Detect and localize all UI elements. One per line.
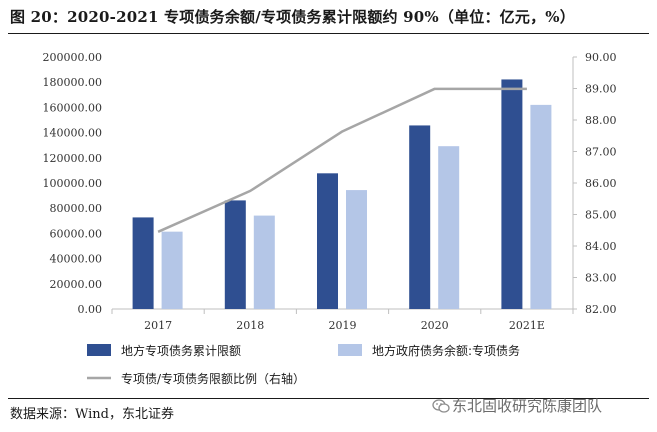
y-right-tick-label: 82.00	[585, 303, 617, 316]
bar-series2-2021E	[530, 104, 552, 309]
bar-series2-2020	[438, 146, 460, 309]
title-divider	[8, 33, 649, 34]
x-tick-label: 2018	[236, 319, 264, 332]
y-left-tick-label: 40000.00	[50, 253, 103, 266]
bar-series1-2019	[317, 173, 338, 309]
y-left-tick-label: 80000.00	[50, 202, 103, 215]
wechat-icon	[432, 399, 450, 413]
y-right-tick-label: 85.00	[585, 209, 617, 222]
y-left-tick-label: 180000.00	[43, 76, 103, 89]
chart-canvas: 0.00 20000.00 40000.00 60000.00 80000.00 1000…	[43, 51, 617, 386]
y-right-tick-label: 90.00	[585, 51, 617, 64]
bar-series2-2018	[253, 215, 275, 309]
footer-divider	[8, 398, 649, 399]
chart-axes: 0.00 20000.00 40000.00 60000.00 80000.00 1000…	[43, 51, 617, 332]
y-left-tick-label: 120000.00	[43, 152, 103, 165]
source-note: 数据来源：Wind，东北证券	[10, 407, 174, 422]
legend-swatch-series1	[87, 344, 111, 356]
y-left-tick-label: 160000.00	[43, 101, 103, 114]
y-right-tick-label: 88.00	[585, 114, 617, 127]
x-tick-label: 2020	[421, 319, 449, 332]
y-left-tick-label: 20000.00	[50, 278, 103, 291]
y-left-tick-label: 140000.00	[43, 127, 103, 140]
x-tick-label: 2021E	[509, 319, 545, 332]
y-left-tick-label: 60000.00	[50, 227, 103, 240]
y-right-tick-label: 84.00	[585, 240, 617, 253]
y-left-tick-label: 100000.00	[43, 177, 103, 190]
x-tick-label: 2019	[329, 319, 357, 332]
y-right-tick-label: 87.00	[585, 146, 617, 159]
y-left-tick-label: 200000.00	[43, 51, 103, 64]
bar-series2-2019	[346, 190, 367, 309]
y-right-tick-label: 83.00	[585, 272, 617, 285]
legend-label-series2: 地方政府债务余额:专项债务	[372, 343, 520, 358]
x-tick-label: 2017	[144, 319, 172, 332]
legend-label-series1: 地方专项债务累计限额	[121, 343, 241, 358]
legend-swatch-series2	[338, 344, 362, 356]
bar-series2-2017	[161, 231, 183, 309]
y-right-tick-label: 86.00	[585, 177, 617, 190]
bar-series1-2020	[409, 125, 431, 310]
chart-title: 图 20：2020-2021 专项债务余额/专项债务累计限额约 90%（单位：亿…	[10, 8, 575, 26]
bar-series1-2017	[132, 217, 154, 309]
bar-series1-2018	[224, 200, 246, 309]
legend-label-series3: 专项债/专项债务限额比例（右轴）	[121, 371, 305, 386]
watermark-text: 东北固收研究陈康团队	[452, 397, 603, 415]
y-right-tick-label: 89.00	[585, 83, 617, 96]
chart-line	[157, 87, 527, 233]
bar-series1-2021E	[501, 79, 523, 309]
y-left-tick-label: 0.00	[78, 303, 103, 316]
line-ratio-series	[157, 87, 527, 233]
chart-bars	[132, 79, 552, 310]
